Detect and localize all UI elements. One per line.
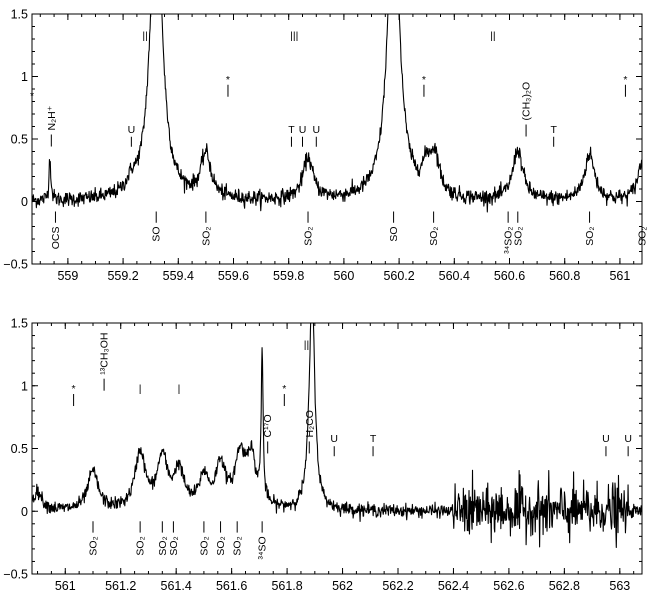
panel-2: 561 561.2 561.4 561.6 561.8 562 562.2 562.4 562.… — [3, 317, 643, 593]
species-label: SO₂ — [135, 536, 147, 555]
y-tick-label: 0.5 — [11, 442, 28, 456]
species-label: OCS — [50, 227, 62, 250]
x-tick-label: 559.8 — [273, 269, 304, 283]
upper-marker-label: || — [142, 30, 147, 42]
x-tick-label: 562 — [332, 579, 353, 593]
upper-marker-label: * — [226, 74, 230, 86]
y-tick-label: 1.5 — [11, 8, 28, 22]
species-label: SO₂ — [168, 536, 180, 555]
x-tick-label: 562.6 — [493, 579, 524, 593]
species-label: ³⁴SO — [257, 536, 269, 559]
species-label: SO₂ — [232, 536, 244, 555]
species-label: ¹³CH₃OH — [99, 333, 111, 375]
y-tick-label: 0 — [21, 195, 28, 209]
x-tick-label: 561 — [609, 269, 630, 283]
upper-marker-label: U — [313, 124, 321, 136]
x-tick-label: 560.6 — [494, 269, 525, 283]
upper-marker-label: * — [422, 74, 426, 86]
species-label: SO₂ — [584, 227, 596, 246]
species-label: SO₂ — [200, 227, 212, 246]
axes-frame — [31, 322, 643, 575]
x-tick-label: 562.4 — [438, 579, 469, 593]
upper-marker-label: || — [490, 30, 495, 42]
species-label: SO₂ — [215, 536, 227, 555]
y-tick-label: −0.5 — [3, 568, 28, 582]
species-label: SO₂ — [637, 227, 649, 246]
y-tick-label: 0.5 — [11, 133, 28, 147]
x-tick-label: 560 — [333, 269, 354, 283]
species-label: C¹⁷O — [262, 414, 274, 437]
species-label: SO₂ — [512, 227, 524, 246]
species-label: (CH₃)₂O — [521, 82, 533, 121]
x-tick-label: 559.2 — [107, 269, 138, 283]
x-tick-label: 562.8 — [549, 579, 580, 593]
species-label: SO₂ — [303, 227, 315, 246]
upper-marker-label: | — [139, 383, 142, 395]
upper-marker-label: * — [72, 383, 76, 395]
upper-marker-label: U — [330, 433, 338, 445]
upper-marker-label: U — [299, 124, 307, 136]
x-tick-label: 559.6 — [218, 269, 249, 283]
species-label: SO₂ — [157, 536, 169, 555]
x-tick-label: 561.8 — [271, 579, 302, 593]
x-tick-label: 560.2 — [383, 269, 414, 283]
species-label: SO — [388, 227, 400, 242]
x-tick-label: 561.2 — [105, 579, 136, 593]
x-tick-label: 561.4 — [161, 579, 192, 593]
upper-marker-label: T — [370, 433, 377, 445]
upper-marker-label: * — [623, 74, 627, 86]
upper-marker-label: T — [550, 124, 557, 136]
upper-marker-label: * — [282, 383, 286, 395]
panel-1: 559 559.2 559.4 559.6 559.8 560 560.2 560.4 560.… — [3, 8, 649, 284]
spectrum-line — [32, 14, 642, 213]
species-label: SO — [151, 227, 163, 242]
species-label: ³⁴SO₂ — [503, 227, 515, 254]
x-tick-label: 561 — [55, 579, 76, 593]
x-tick-label: 559 — [57, 269, 78, 283]
axes-frame — [31, 13, 643, 265]
species-label: SO₂ — [198, 536, 210, 555]
upper-marker-label: U — [128, 124, 136, 136]
x-tick-label: 562.2 — [382, 579, 413, 593]
spectrum-line — [32, 323, 642, 549]
upper-marker-label: U — [624, 433, 632, 445]
upper-marker-label: T — [288, 124, 295, 136]
y-tick-label: 0 — [21, 505, 28, 519]
upper-marker-label: || — [304, 339, 309, 351]
species-label: SO₂ — [88, 536, 100, 555]
upper-marker-label: | — [178, 383, 181, 395]
y-tick-label: 1 — [21, 70, 28, 84]
x-tick-label: 560.8 — [549, 269, 580, 283]
x-tick-label: 563 — [609, 579, 630, 593]
y-tick-label: −0.5 — [3, 258, 28, 272]
upper-marker-label: ||| — [290, 30, 298, 42]
y-tick-label: 1.5 — [11, 317, 28, 331]
y-tick-label: 1 — [21, 379, 28, 393]
species-label: N₂H⁺ — [46, 106, 58, 131]
upper-marker-label: U — [602, 433, 610, 445]
upper-marker-label: * — [30, 90, 34, 102]
x-tick-label: 559.4 — [163, 269, 194, 283]
species-label: SO₂ — [428, 227, 440, 246]
x-tick-label: 561.6 — [216, 579, 247, 593]
species-label: H₂CO — [304, 410, 316, 437]
x-tick-label: 560.4 — [439, 269, 470, 283]
